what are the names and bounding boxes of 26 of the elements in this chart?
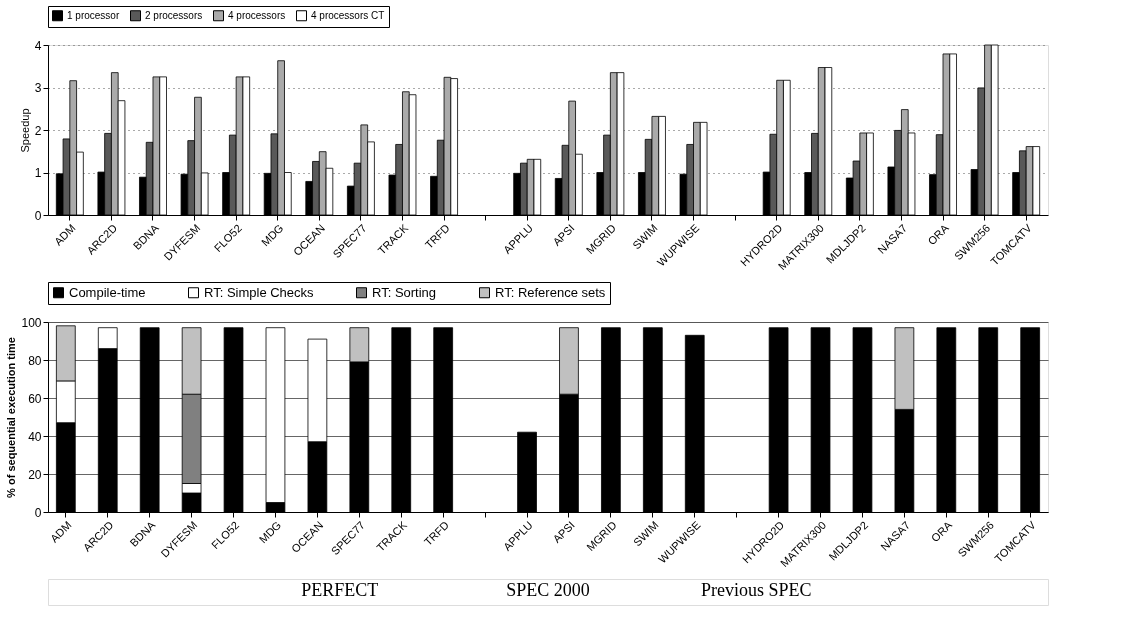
legend-label: RT: Sorting	[372, 284, 437, 300]
legend-label: RT: Reference sets	[495, 284, 606, 300]
y-tick-label: 20	[28, 467, 42, 482]
y-tick-label: 2	[34, 123, 42, 138]
y-tick-label: 100	[21, 315, 42, 330]
y-tick-label: 1	[34, 166, 42, 180]
y-tick-label: 4	[34, 38, 42, 53]
y-tick-label: 80	[28, 353, 42, 368]
x-tick-label: ORA	[925, 221, 952, 248]
legend-label: 2 processors	[145, 9, 203, 21]
legend-label: 4 processors	[228, 9, 286, 21]
y-tick-label: 40	[28, 429, 42, 444]
y-axis-title: Speedup	[18, 108, 31, 153]
y-tick-label: 3	[34, 81, 42, 95]
legend-label: Compile-time	[69, 284, 146, 300]
y-tick-label: 0	[34, 505, 42, 520]
y-axis-title: % of sequential execution time	[5, 337, 18, 498]
text: PERFECT	[301, 580, 379, 600]
legend-label: 1 processor	[67, 9, 120, 21]
legend-label: RT: Simple Checks	[204, 284, 315, 300]
y-tick-label: 60	[28, 391, 42, 406]
legend-label: 4 processors CT	[311, 9, 385, 21]
text: Previous SPEC	[701, 580, 812, 600]
x-tick-label: ORA	[928, 518, 955, 545]
text: SPEC 2000	[506, 580, 590, 600]
y-tick-label: 0	[34, 208, 42, 223]
